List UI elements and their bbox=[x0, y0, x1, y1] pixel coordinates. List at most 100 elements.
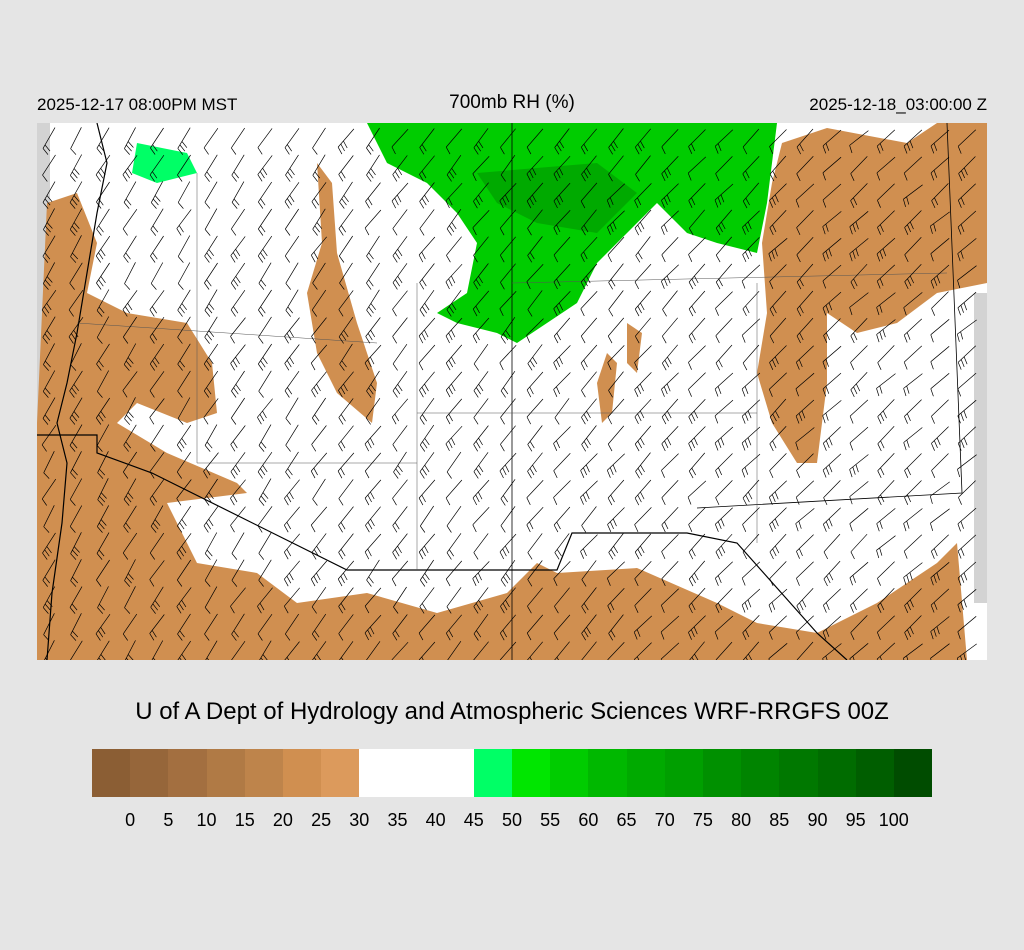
wind-barb bbox=[769, 561, 787, 586]
wind-barb bbox=[634, 290, 652, 317]
wind-barb bbox=[581, 560, 597, 587]
wind-barb bbox=[231, 613, 245, 641]
wind-barb bbox=[338, 209, 354, 236]
wind-barb bbox=[365, 317, 381, 344]
wind-barb bbox=[607, 588, 625, 614]
colorbar-label: 25 bbox=[311, 810, 332, 830]
wind-barb bbox=[500, 479, 516, 506]
wind-barb bbox=[43, 208, 55, 236]
wind-barb bbox=[473, 263, 489, 290]
wind-barb bbox=[42, 397, 56, 425]
wind-barb bbox=[231, 640, 246, 660]
wind-barb bbox=[769, 533, 787, 560]
wind-barb bbox=[876, 156, 896, 181]
wind-barb bbox=[742, 615, 760, 641]
wind-barb bbox=[554, 398, 570, 425]
wind-barb bbox=[70, 451, 82, 479]
wind-barb bbox=[96, 316, 110, 344]
wind-barb bbox=[391, 128, 409, 155]
wind-barb bbox=[903, 373, 923, 397]
wind-barb bbox=[580, 236, 598, 263]
wind-barb bbox=[930, 508, 950, 532]
wind-barb bbox=[903, 156, 923, 181]
wind-barb bbox=[96, 181, 110, 209]
wind-barb bbox=[877, 561, 895, 586]
wind-barb bbox=[392, 370, 408, 398]
wind-barb bbox=[687, 156, 707, 181]
wind-barb bbox=[553, 210, 571, 236]
wind-barb bbox=[122, 613, 138, 641]
wind-barb bbox=[473, 371, 489, 398]
wind-barb bbox=[446, 208, 462, 236]
wind-barb bbox=[231, 181, 245, 209]
wind-barb bbox=[150, 424, 164, 452]
wind-barb bbox=[689, 641, 705, 660]
wind-barb bbox=[392, 263, 408, 290]
wind-barb bbox=[338, 155, 354, 182]
wind-barb bbox=[418, 533, 436, 560]
wind-barb bbox=[258, 289, 272, 317]
wind-barb bbox=[661, 398, 679, 425]
wind-barb bbox=[122, 290, 138, 317]
wind-barb bbox=[795, 427, 815, 451]
wind-barb bbox=[877, 345, 895, 370]
colorbar-labels: 0 5 10 15 20 25 30 35 40 45 50 55 60 65 70 75 80 85 90 95 10… bbox=[92, 810, 932, 834]
colorbar-label: 65 bbox=[616, 810, 637, 830]
wind-barb bbox=[177, 289, 191, 317]
wind-barb bbox=[581, 371, 597, 398]
colorbar-label: 100 bbox=[878, 810, 909, 830]
wind-barb bbox=[607, 317, 625, 344]
colorbar-label: 75 bbox=[692, 810, 713, 830]
wind-barb bbox=[930, 373, 950, 397]
wind-barb bbox=[526, 480, 544, 506]
wind-barb bbox=[607, 210, 625, 235]
wind-barb bbox=[795, 480, 815, 505]
wind-barb bbox=[823, 533, 841, 560]
wind-barb bbox=[445, 182, 463, 209]
colorbar-segment bbox=[359, 749, 398, 797]
wind-barb bbox=[714, 399, 734, 424]
colorbar-segment bbox=[244, 749, 283, 797]
wind-barb bbox=[903, 129, 923, 154]
wind-barb bbox=[499, 533, 517, 560]
wind-barb bbox=[96, 559, 110, 587]
wind-barb bbox=[446, 236, 462, 263]
wind-barb bbox=[661, 534, 679, 560]
wind-barb bbox=[258, 208, 272, 236]
wind-barb bbox=[714, 615, 734, 640]
wind-barb bbox=[203, 127, 219, 155]
wind-barb bbox=[957, 561, 977, 586]
wind-barb bbox=[769, 155, 787, 182]
wind-barb bbox=[822, 453, 842, 478]
wind-barb bbox=[420, 559, 434, 587]
wind-barb bbox=[473, 182, 489, 209]
wind-barb bbox=[338, 290, 354, 317]
wind-barb bbox=[392, 290, 408, 317]
wind-barb bbox=[97, 640, 110, 660]
dry-region-plains bbox=[757, 123, 987, 463]
wind-barb bbox=[822, 615, 842, 640]
wind-barb bbox=[123, 235, 137, 263]
wind-barb bbox=[204, 262, 218, 290]
wind-barb bbox=[715, 291, 733, 316]
wind-barb bbox=[608, 155, 624, 182]
wind-barb bbox=[312, 478, 326, 506]
wind-barb bbox=[929, 211, 950, 234]
wind-barb bbox=[660, 210, 679, 235]
wind-barb bbox=[635, 155, 651, 182]
colorbar-segment bbox=[817, 749, 856, 797]
wind-barb bbox=[204, 181, 218, 209]
wind-barb bbox=[473, 128, 489, 155]
wind-barb bbox=[204, 424, 218, 452]
wind-barb bbox=[445, 263, 463, 290]
wind-barb bbox=[796, 156, 814, 182]
wind-barb bbox=[714, 426, 734, 451]
wind-barb bbox=[257, 128, 273, 155]
wind-barb bbox=[500, 128, 516, 155]
wind-barb bbox=[715, 156, 733, 182]
wind-barb bbox=[580, 480, 598, 505]
wind-barb bbox=[284, 317, 300, 344]
wind-barb bbox=[96, 127, 110, 155]
wind-barb bbox=[688, 399, 706, 425]
wind-barb bbox=[42, 559, 56, 587]
